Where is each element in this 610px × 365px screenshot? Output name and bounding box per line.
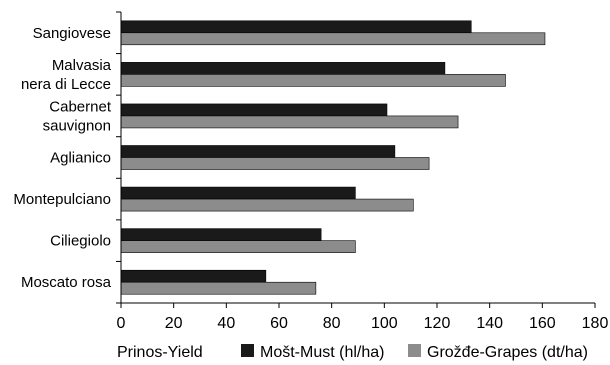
x-tick-label: 80 [323,315,341,332]
bar-must [120,228,322,241]
bar-grapes [120,32,546,46]
legend-label-grapes: Grožđe-Grapes (dt/ha) [427,344,588,361]
x-tick-label: 140 [476,315,503,332]
category-label: nera di Lecce [21,76,111,93]
x-tick-marks: 0 20 40 60 80 100 120 140 160 180 [117,303,609,332]
category-label: Ciliegiolo [50,233,111,250]
category-label: Sangiovese [33,25,111,42]
x-tick-label: 60 [270,315,288,332]
bar-grapes [120,198,414,212]
x-tick-label: 0 [117,315,126,332]
x-tick-label: 160 [529,315,556,332]
bar-must [120,20,472,34]
legend: Prinos-Yield Mošt-Must (hl/ha) Grožđe-Gr… [117,344,588,361]
category-label: sauvignon [43,117,111,134]
x-tick-label: 120 [424,315,451,332]
axes-group [120,12,595,304]
x-tick-label: 180 [582,315,609,332]
bar-must [120,269,267,283]
category-label: Cabernet [49,98,112,115]
legend-swatch-grapes [408,344,421,357]
bar-must [120,62,446,75]
bar-grapes [120,240,356,253]
x-axis-title: Prinos-Yield [117,344,203,361]
y-tick-marks [116,11,121,304]
bar-grapes [120,281,317,295]
bar-grapes [120,74,506,87]
bar-grapes [120,115,459,129]
bars-group [120,20,546,295]
x-tick-label: 100 [371,315,398,332]
category-label: Moscato rosa [21,274,112,291]
category-label: Montepulciano [13,191,111,208]
x-tick-label: 20 [165,315,183,332]
bar-must [120,103,388,117]
x-tick-label: 40 [217,315,235,332]
legend-label-must: Mošt-Must (hl/ha) [260,344,384,361]
bar-grapes [120,157,430,170]
category-label: Malvasia [52,57,112,74]
category-label: Aglianico [50,150,111,167]
bar-must [120,145,396,158]
category-labels: Sangiovese Malvasia nera di Lecce Cabernet s… [13,25,111,291]
bar-must [120,186,356,200]
legend-swatch-must [241,344,254,357]
